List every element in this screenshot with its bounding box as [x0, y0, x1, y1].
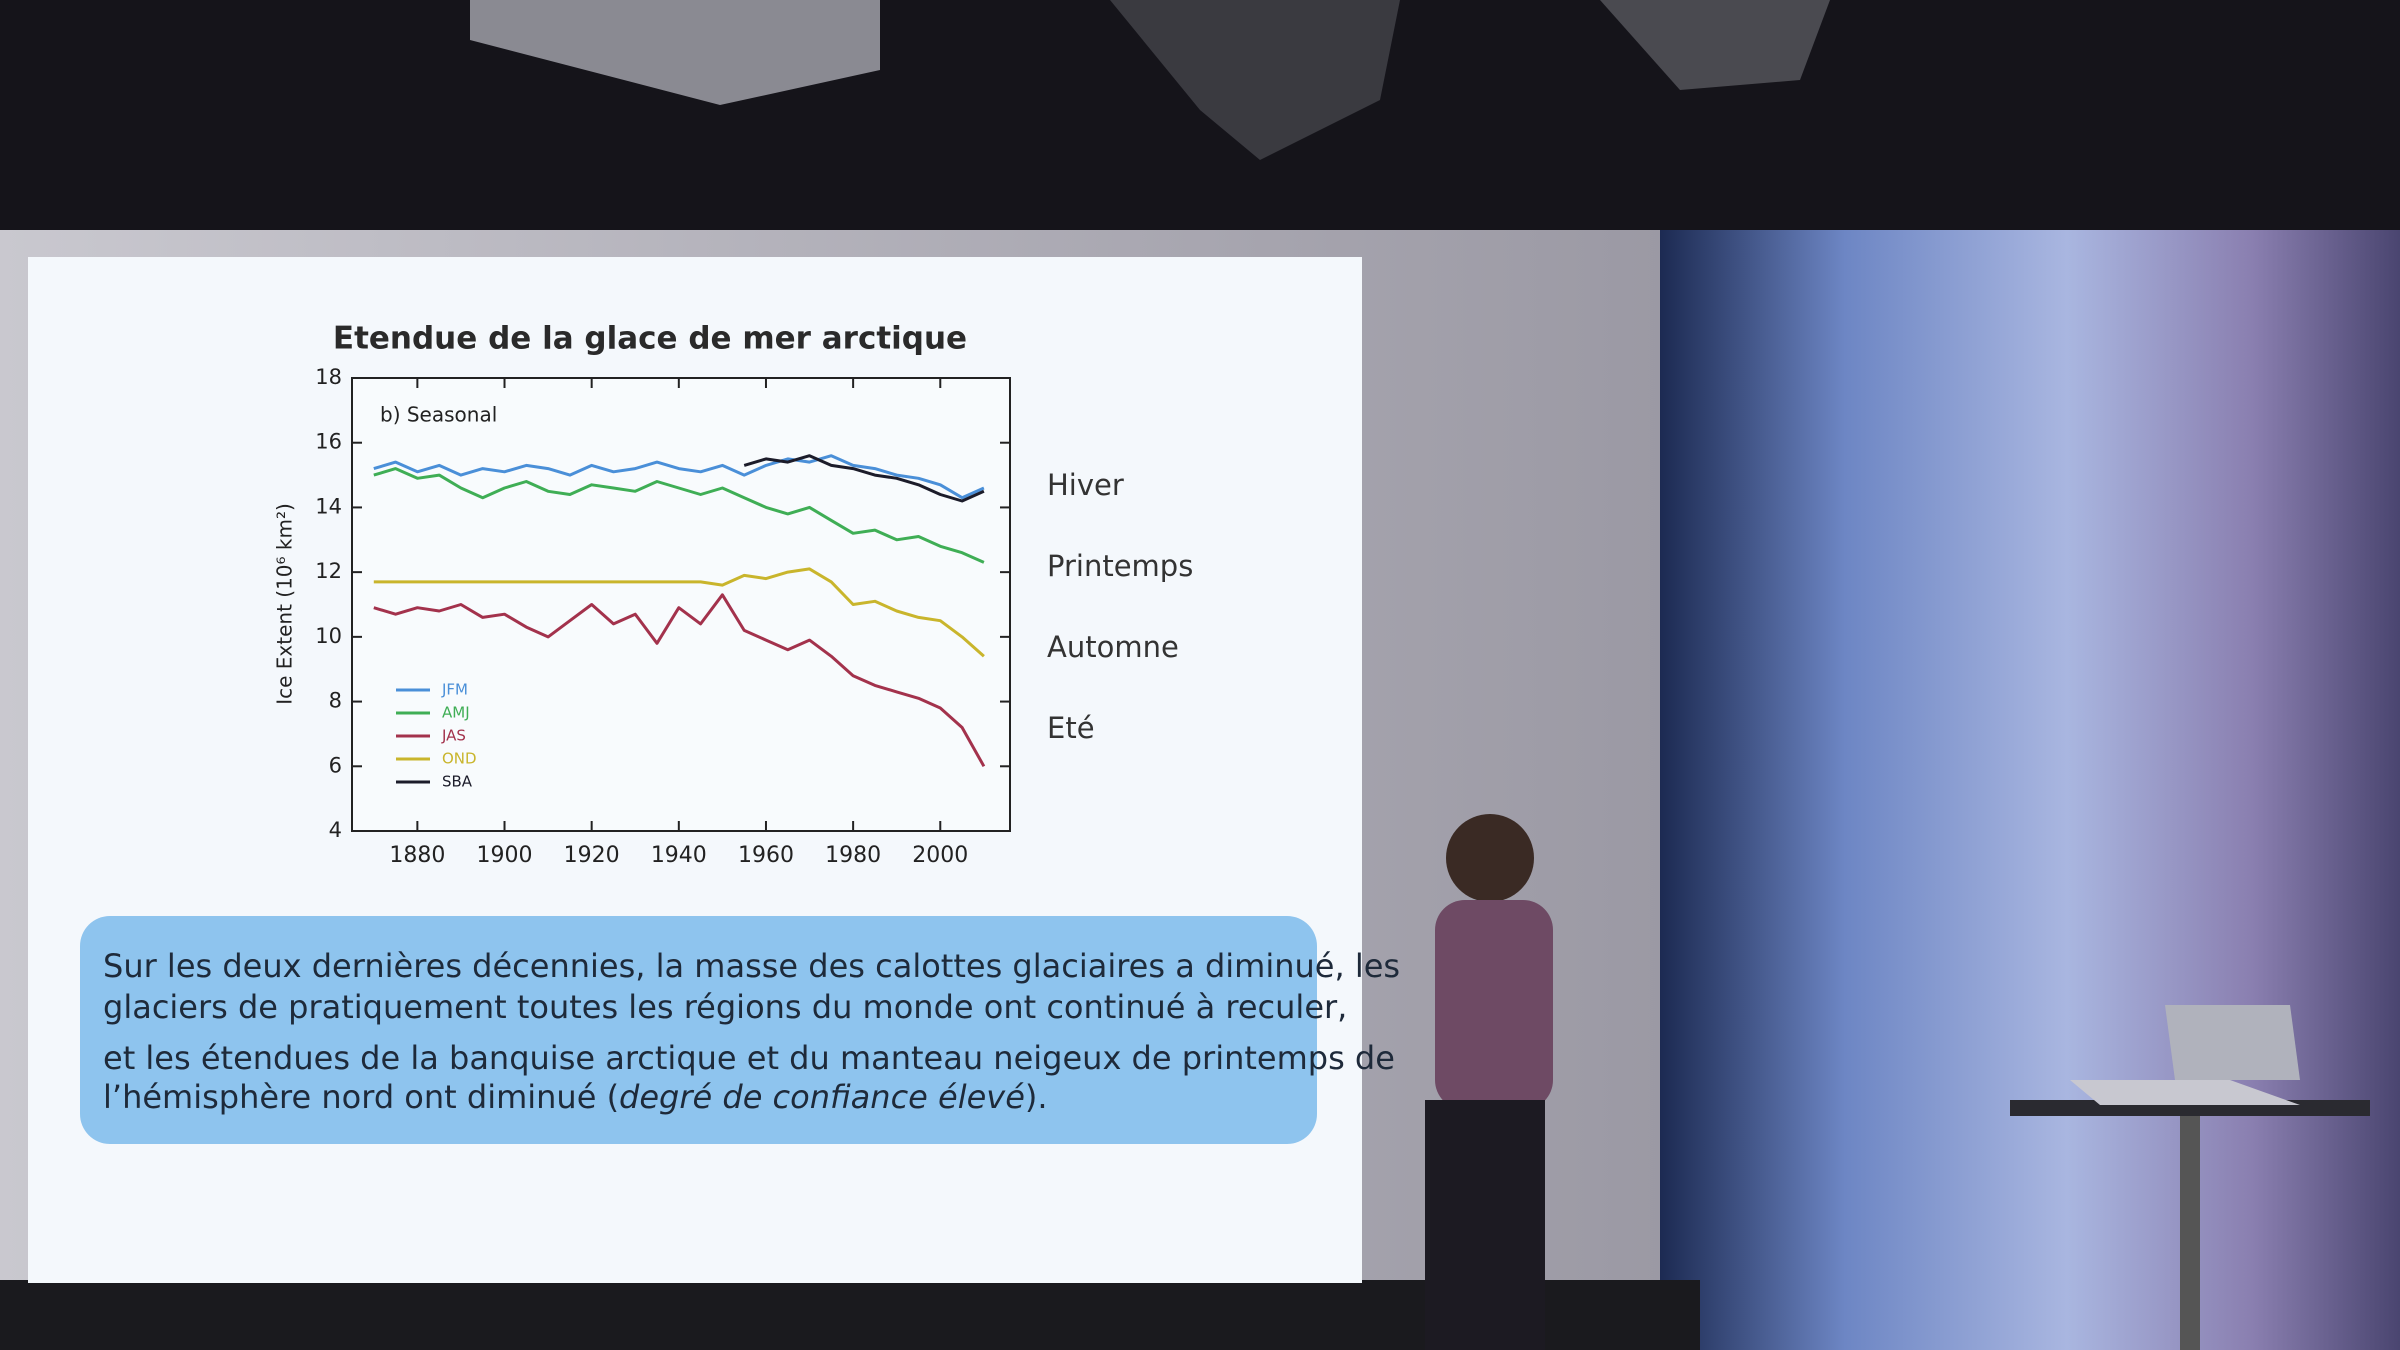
caption-line: glaciers de pratiquement toutes les régi…: [103, 988, 1347, 1026]
laptop: [2070, 1080, 2300, 1105]
presenter-legs: [1425, 1100, 1545, 1350]
caption-text: l’hémisphère nord ont diminué (: [103, 1078, 619, 1116]
x-tick-label: 1880: [389, 843, 445, 868]
y-tick-label: 10: [315, 624, 342, 648]
stage-floor: [0, 1280, 1700, 1350]
chart-title: Etendue de la glace de mer arctique: [333, 321, 967, 357]
y-tick-label: 4: [329, 818, 342, 842]
ceiling-fixture: [470, 0, 880, 105]
panel-label: b) Seasonal: [380, 403, 497, 427]
caption-line: l’hémisphère nord ont diminué (degré de …: [103, 1078, 1048, 1116]
presenter-body: [1435, 900, 1553, 1110]
caption-emphasis: degré de confiance élevé: [619, 1078, 1025, 1116]
x-tick-label: 1960: [738, 843, 794, 868]
curtain: [1660, 230, 2400, 1350]
annotation: Hiver: [1047, 468, 1124, 502]
x-tick-label: 1900: [477, 843, 533, 868]
y-tick-label: 6: [329, 753, 342, 777]
y-tick-label: 14: [315, 494, 342, 518]
legend-label: OND: [442, 750, 477, 768]
presenter-head: [1446, 814, 1534, 902]
legend-label: JFM: [441, 681, 468, 699]
legend-label: SBA: [442, 773, 473, 791]
laptop-screen: [2165, 1005, 2300, 1080]
caption-line: et les étendues de la banquise arctique …: [103, 1039, 1395, 1077]
annotation: Automne: [1047, 630, 1179, 664]
lectern: [2010, 1005, 2370, 1350]
stage-light: [1600, 0, 1830, 90]
y-tick-label: 12: [315, 559, 342, 583]
caption-line: Sur les deux dernières décennies, la mas…: [103, 947, 1400, 985]
y-tick-label: 8: [329, 689, 342, 713]
stage-light: [1110, 0, 1400, 160]
caption-text: ).: [1025, 1078, 1048, 1116]
lectern-stand: [2180, 1116, 2200, 1350]
y-tick-label: 18: [315, 365, 342, 389]
legend-label: AMJ: [442, 704, 470, 722]
caption-box: [80, 916, 1317, 1144]
x-tick-label: 1980: [825, 843, 881, 868]
annotation: Printemps: [1047, 549, 1193, 583]
x-tick-label: 1920: [564, 843, 620, 868]
y-tick-label: 16: [315, 430, 342, 454]
presenter: [1425, 814, 1553, 1350]
series-line: [373, 467, 985, 564]
series-line: [743, 454, 985, 503]
series-line: [373, 567, 985, 658]
annotation: Eté: [1047, 711, 1095, 745]
x-tick-label: 1940: [651, 843, 707, 868]
y-axis-label: Ice Extent (10⁶ km²): [273, 503, 297, 705]
legend-label: JAS: [441, 727, 466, 745]
series-line: [373, 593, 986, 768]
series-line: [373, 454, 985, 500]
x-tick-label: 2000: [912, 843, 968, 868]
